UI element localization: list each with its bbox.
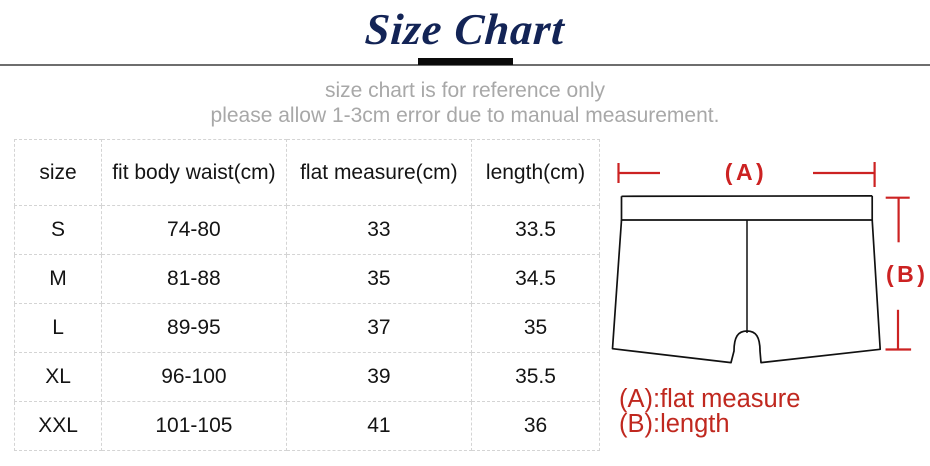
svg-text:(A):flat measure: (A):flat measure: [619, 385, 800, 413]
svg-text:(A): (A): [725, 159, 767, 185]
svg-text:(B):length: (B):length: [619, 410, 730, 438]
svg-text:(B): (B): [886, 261, 928, 287]
